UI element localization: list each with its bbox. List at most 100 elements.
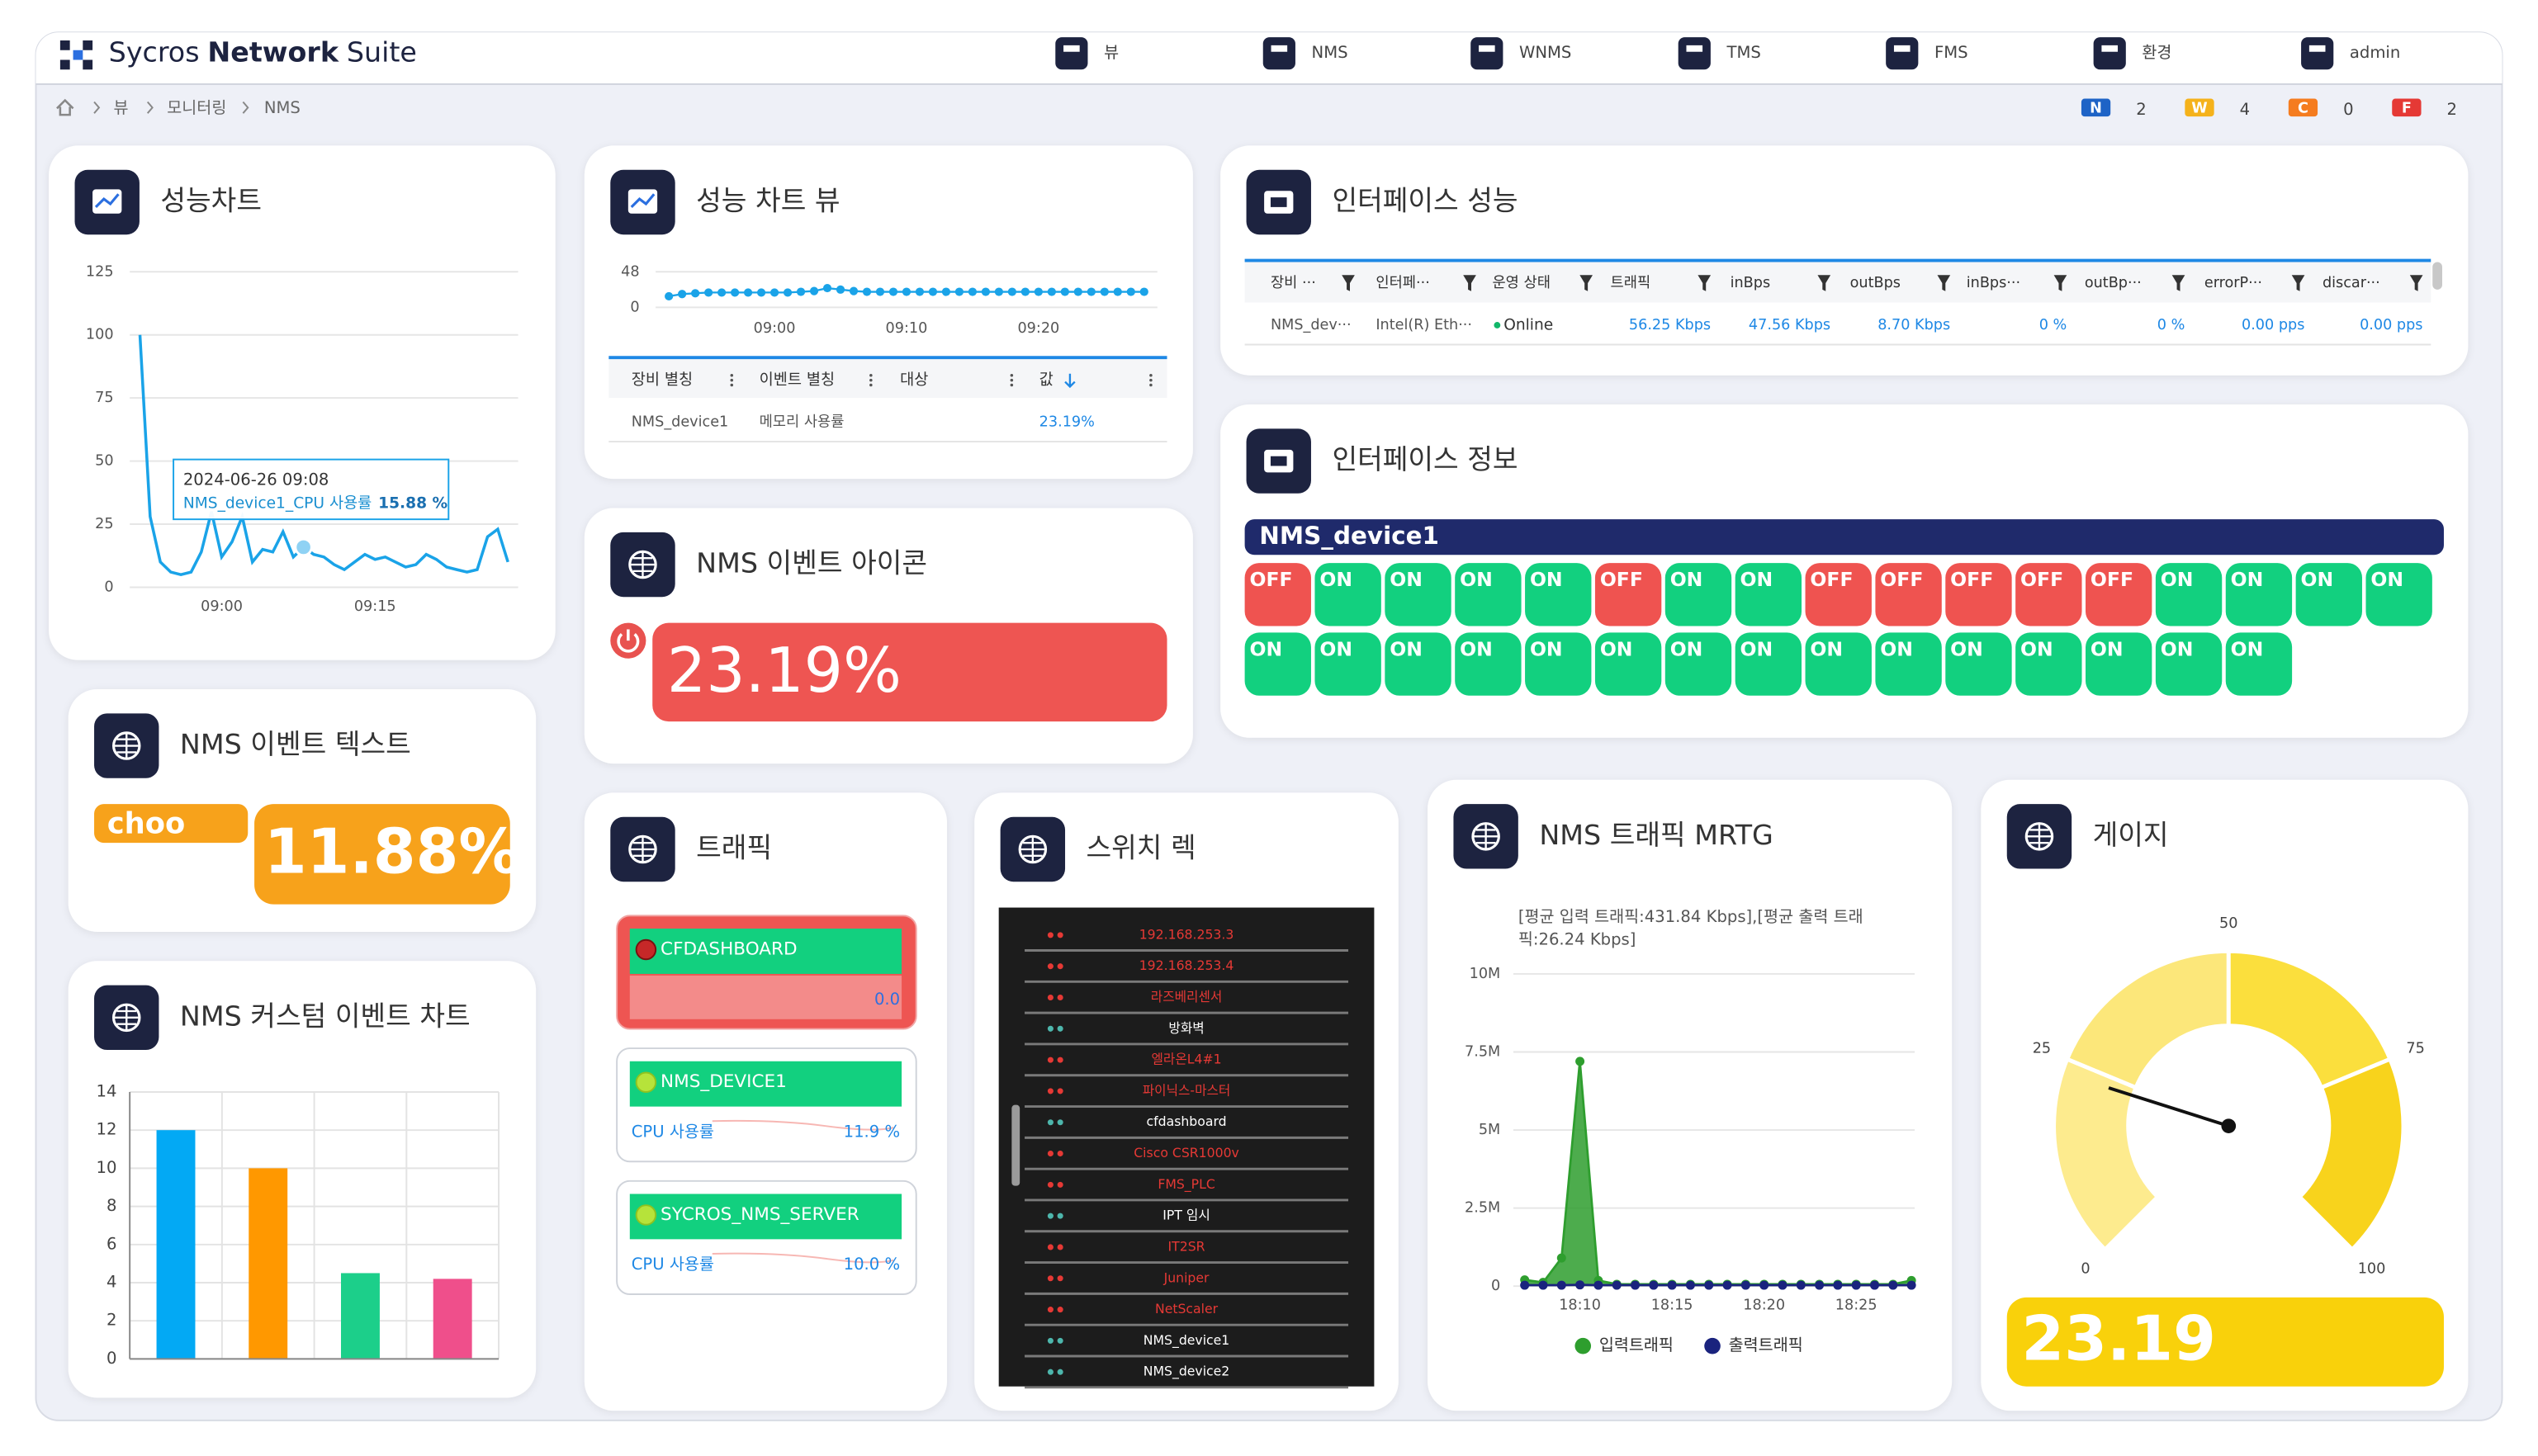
rack-device: Cisco CSR1000v xyxy=(1134,1145,1239,1161)
bar xyxy=(249,1168,288,1359)
column-header: outBps xyxy=(1850,275,1901,291)
point xyxy=(954,287,964,296)
tooltip-line: NMS_device1_CPU 사용률 15.88 % xyxy=(183,494,448,512)
table-header-bg xyxy=(1244,262,2431,303)
port xyxy=(1664,632,1732,696)
column-menu xyxy=(730,373,734,377)
tooltip-value: 15.88 % xyxy=(378,494,447,512)
nav-label[interactable]: WNMS xyxy=(1519,43,1571,62)
rack-led xyxy=(1057,1244,1063,1250)
port-state: ON xyxy=(1319,568,1352,591)
column-header: 이벤트 별칭 xyxy=(760,371,836,389)
port xyxy=(1875,563,1942,626)
point xyxy=(1649,1280,1659,1290)
port-state: ON xyxy=(1740,568,1773,591)
legend-marker xyxy=(1574,1337,1592,1354)
nav-icon-detail xyxy=(2308,45,2326,52)
rack-led xyxy=(1047,1244,1054,1250)
column-header: 대상 xyxy=(900,371,928,389)
port-state: ON xyxy=(2020,637,2053,660)
point xyxy=(1631,1280,1641,1290)
nav-label[interactable]: NMS xyxy=(1312,43,1348,62)
icon-glyph xyxy=(113,732,140,759)
port xyxy=(1455,563,1522,626)
cell: 8.70 Kbps xyxy=(1877,317,1950,333)
rack-led xyxy=(1057,963,1063,970)
port xyxy=(2086,563,2152,626)
gauge-tick-label: 75 xyxy=(2406,1040,2424,1057)
nav-label[interactable]: 환경 xyxy=(2142,43,2171,62)
legend-label: 출력트래픽 xyxy=(1729,1335,1803,1354)
point xyxy=(1575,1057,1585,1066)
card-title: NMS 커스텀 이벤트 차트 xyxy=(180,1000,471,1032)
rack-led xyxy=(1057,1151,1063,1157)
traffic-name: NMS_DEVICE1 xyxy=(661,1071,787,1092)
point xyxy=(1759,1280,1769,1290)
rack-led xyxy=(1057,1369,1063,1375)
rack-led xyxy=(1057,1088,1063,1094)
card xyxy=(49,145,556,660)
port xyxy=(1594,632,1662,696)
port xyxy=(1945,563,2012,626)
port-state: OFF xyxy=(2091,568,2133,591)
rack-led xyxy=(1057,1025,1063,1032)
card-title: 트래픽 xyxy=(696,831,772,863)
gauge-band xyxy=(2052,1056,2161,1253)
point xyxy=(1556,1280,1566,1290)
port xyxy=(1525,563,1592,626)
area xyxy=(1524,1061,1912,1287)
nav-label[interactable]: FMS xyxy=(1934,43,1968,62)
port-state: ON xyxy=(1390,568,1423,591)
breadcrumb-item: 모니터링 xyxy=(167,98,226,117)
nav-label[interactable]: admin xyxy=(2350,43,2400,62)
hover-point xyxy=(294,537,313,557)
port xyxy=(1664,563,1732,626)
table-header-bg xyxy=(608,359,1167,399)
point xyxy=(743,288,753,297)
column-filter xyxy=(2053,275,2067,291)
column-header: outBp··· xyxy=(2085,275,2142,291)
point xyxy=(862,287,872,296)
point xyxy=(1034,287,1043,296)
point xyxy=(1520,1280,1530,1290)
column-filter xyxy=(2171,275,2185,291)
card-title: 게이지 xyxy=(2093,819,2169,851)
column-header: 트래픽 xyxy=(1611,274,1651,291)
bar xyxy=(340,1273,380,1359)
rack-led xyxy=(1047,932,1054,938)
gauge-band xyxy=(2226,949,2394,1090)
chart-subtitle: [평균 입력 트래픽:431.84 Kbps],[평균 출력 트래픽:26.24… xyxy=(1518,909,1863,950)
port-state: OFF xyxy=(1249,568,1292,591)
nav-label[interactable]: 뷰 xyxy=(1104,43,1119,62)
icon-glyph xyxy=(629,551,656,578)
cell: 0 % xyxy=(2157,317,2185,333)
power-glyph xyxy=(617,629,640,653)
column-menu xyxy=(730,383,734,387)
traffic-metric: CPU 사용률 xyxy=(632,1255,714,1274)
status-letter: N xyxy=(2090,100,2102,116)
breadcrumb-sep xyxy=(93,101,101,114)
card-title: 스위치 렉 xyxy=(1087,831,1196,863)
column-header: 장비 별칭 xyxy=(632,371,693,389)
x-tick-label: 18:20 xyxy=(1743,1298,1785,1314)
port xyxy=(2015,632,2082,696)
nav-icon-detail xyxy=(1893,45,1911,52)
y-tick-label: 0 xyxy=(630,299,639,315)
legend-marker xyxy=(1704,1337,1721,1354)
port-state: OFF xyxy=(1810,568,1853,591)
port-state: ON xyxy=(2301,568,2334,591)
point xyxy=(1020,287,1030,296)
nav-label[interactable]: TMS xyxy=(1726,43,1760,62)
point xyxy=(1612,1280,1622,1290)
point xyxy=(1556,1253,1566,1263)
y-tick-label: 0 xyxy=(1491,1278,1500,1294)
y-tick-label: 100 xyxy=(86,327,114,343)
status-count: 2 xyxy=(2447,100,2457,119)
port-state: OFF xyxy=(1600,568,1643,591)
nav-icon-detail xyxy=(1271,45,1288,52)
sparkline xyxy=(712,1119,894,1131)
port xyxy=(2015,563,2082,626)
port xyxy=(2086,632,2152,696)
y-tick-label: 12 xyxy=(97,1120,117,1139)
